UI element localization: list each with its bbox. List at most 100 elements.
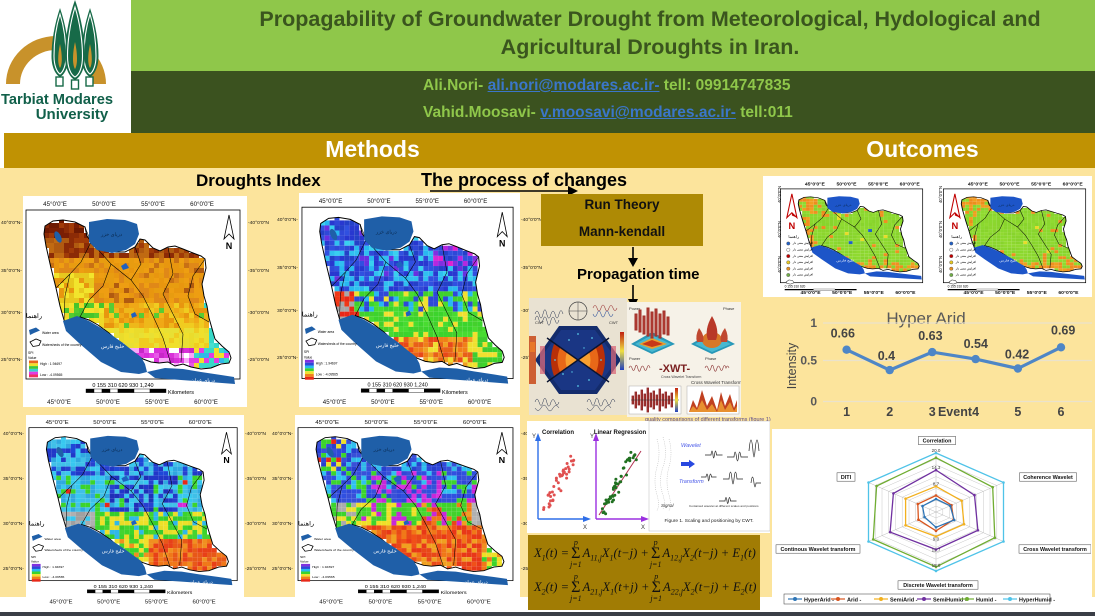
svg-text:خلیج فارس: خلیج فارس [102,549,125,555]
svg-text:5: 5 [1014,405,1021,419]
svg-text:50°0'0"E: 50°0'0"E [995,290,1016,296]
svg-text:0 155 310 620: 0 155 310 620 930 1,240 [367,383,427,389]
svg-text:0 155 310 620: 0 155 310 620 930 1,240 [365,584,426,590]
svg-text:0: 0 [810,395,817,409]
svg-text:دریای عمان: دریای عمان [465,378,489,384]
svg-text:Low : -4.09565: Low : -4.09565 [316,373,338,377]
svg-text:Humid -: Humid - [976,598,997,604]
svg-text:افزایش معنی دار: افزایش معنی دار [792,248,813,252]
svg-text:3: 3 [929,405,936,419]
svg-text:افزایش معنی دار: افزایش معنی دار [955,273,976,277]
svg-text:60°0'0"E: 60°0'0"E [1063,181,1084,187]
svg-text:Low : -4.09565: Low : -4.09565 [40,373,63,377]
svg-text:Kilometers: Kilometers [442,390,468,396]
svg-text:60°0'0"E: 60°0'0"E [189,420,212,426]
svg-text:راهنما: راهنما [26,312,42,320]
svg-text:45°0'0"E: 45°0'0"E [49,599,72,605]
svg-text:0 155 310 620: 0 155 310 620 930 1,240 [92,383,153,389]
svg-text:45°0'0"E: 45°0'0"E [315,420,339,426]
svg-text:Watersheds of the country: Watersheds of the country [44,548,83,552]
svg-text:دریای خزر: دریای خزر [100,232,122,238]
svg-text:CWT: CWT [609,320,619,325]
svg-text:Contained wavelet at different: Contained wavelet at different scales an… [689,504,759,508]
svg-text:N: N [499,455,506,464]
svg-text:HyperArid -: HyperArid - [804,598,834,604]
svg-text:55°0'0"E: 55°0'0"E [141,201,165,208]
svg-text:9.0: 9.0 [933,537,940,542]
svg-text:University: University [36,106,109,123]
svg-text:X: X [583,525,587,531]
svg-text:دریای عمان: دریای عمان [464,580,488,586]
svg-text:SPI: SPI [28,351,34,355]
svg-text:Figure 1. Scaling and position: Figure 1. Scaling and positioning by CWT… [664,518,753,524]
svg-text:60°0'0"E: 60°0'0"E [895,290,916,296]
svg-text:HyperHumid -: HyperHumid - [1019,598,1055,604]
svg-text:0.42: 0.42 [1005,348,1029,362]
svg-text:خلیج فارس: خلیج فارس [999,259,1017,262]
svg-text:Linear Regression: Linear Regression [594,430,647,436]
svg-text:Correlation: Correlation [923,438,952,444]
svg-text:-XWT-: -XWT- [659,363,690,375]
svg-text:60°0'0"E: 60°0'0"E [193,599,216,605]
svg-text:راهنما: راهنما [788,234,799,239]
svg-text:Y: Y [590,434,594,440]
svg-text:Arid -: Arid - [847,598,862,604]
svg-text:افزایش معنی دار: افزایش معنی دار [955,260,976,264]
svg-text:50°0'0"E: 50°0'0"E [92,201,116,208]
svg-text:Power: Power [629,356,641,361]
svg-text:2: 2 [886,405,893,419]
svg-text:45°0'0"E: 45°0'0"E [47,399,71,406]
svg-text:خلیج فارس: خلیج فارس [376,343,399,349]
svg-text:50°0'0"E: 50°0'0"E [836,181,857,187]
svg-text:Watersheds of the country: Watersheds of the country [42,343,82,347]
svg-text:50°0'0"E: 50°0'0"E [97,599,120,605]
svg-text:راهنما: راهنما [29,521,45,528]
svg-text:Phase: Phase [723,306,735,311]
svg-text:60°0'0"E: 60°0'0"E [1058,290,1079,296]
svg-text:دریای خزر: دریای خزر [834,203,852,206]
svg-text:Cross Wavelet Transform: Cross Wavelet Transform [691,380,741,385]
svg-text:افزایش معنی دار: افزایش معنی دار [792,241,813,245]
svg-text:50°0'0"E: 50°0'0"E [364,420,388,426]
svg-text:50°0'0"E: 50°0'0"E [96,399,120,406]
svg-text:45°0'0"E: 45°0'0"E [968,181,989,187]
svg-text:55°0'0"E: 55°0'0"E [864,290,885,296]
svg-text:50°0'0"E: 50°0'0"E [832,290,853,296]
svg-text:45°0'0"E: 45°0'0"E [43,201,67,208]
svg-text:High : 1.94697: High : 1.94697 [316,361,338,365]
svg-text:راهنما: راهنما [951,234,962,239]
svg-text:افزایش معنی دار: افزایش معنی دار [955,248,976,252]
svg-text:Low : -4.09565: Low : -4.09565 [312,575,335,579]
svg-text:SemiHumid -: SemiHumid - [933,598,967,604]
svg-text:دریای خزر: دریای خزر [997,203,1015,206]
svg-text:0.54: 0.54 [964,337,988,351]
svg-text:دریای عمان: دریای عمان [191,378,215,384]
svg-text:دریای خزر: دریای خزر [372,447,394,453]
svg-text:Power: Power [629,306,641,311]
svg-text:60°0'0"E: 60°0'0"E [194,399,218,406]
svg-text:60°0'0"E: 60°0'0"E [464,198,487,205]
svg-text:N: N [223,455,229,465]
svg-text:55°0'0"E: 55°0'0"E [1031,181,1052,187]
svg-text:Value: Value [304,355,312,359]
svg-text:Watersheds of the country: Watersheds of the country [318,342,357,346]
svg-text:0.69: 0.69 [1051,323,1075,337]
svg-text:N: N [499,239,505,249]
svg-text:50°0'0"E: 50°0'0"E [367,198,390,205]
svg-text:Value: Value [31,560,39,564]
svg-text:Signal: Signal [661,503,675,508]
svg-text:45°0'0"E: 45°0'0"E [319,198,342,205]
svg-text:Transform: Transform [679,479,704,485]
svg-text:20.0: 20.0 [932,448,941,453]
svg-text:55°0'0"E: 55°0'0"E [141,420,164,426]
svg-text:خلیج فارس: خلیج فارس [373,549,396,555]
svg-text:N: N [951,221,958,231]
svg-text:افزایش معنی دار: افزایش معنی دار [792,254,813,258]
svg-text:خلیج فارس: خلیج فارس [836,259,854,262]
svg-text:Phase: Phase [705,356,717,361]
svg-text:SPI: SPI [304,350,309,354]
svg-text:افزایش معنی دار: افزایش معنی دار [792,260,813,264]
svg-text:45°0'0"E: 45°0'0"E [319,599,343,605]
svg-text:12.7: 12.7 [932,548,941,553]
svg-text:55°0'0"E: 55°0'0"E [414,420,438,426]
